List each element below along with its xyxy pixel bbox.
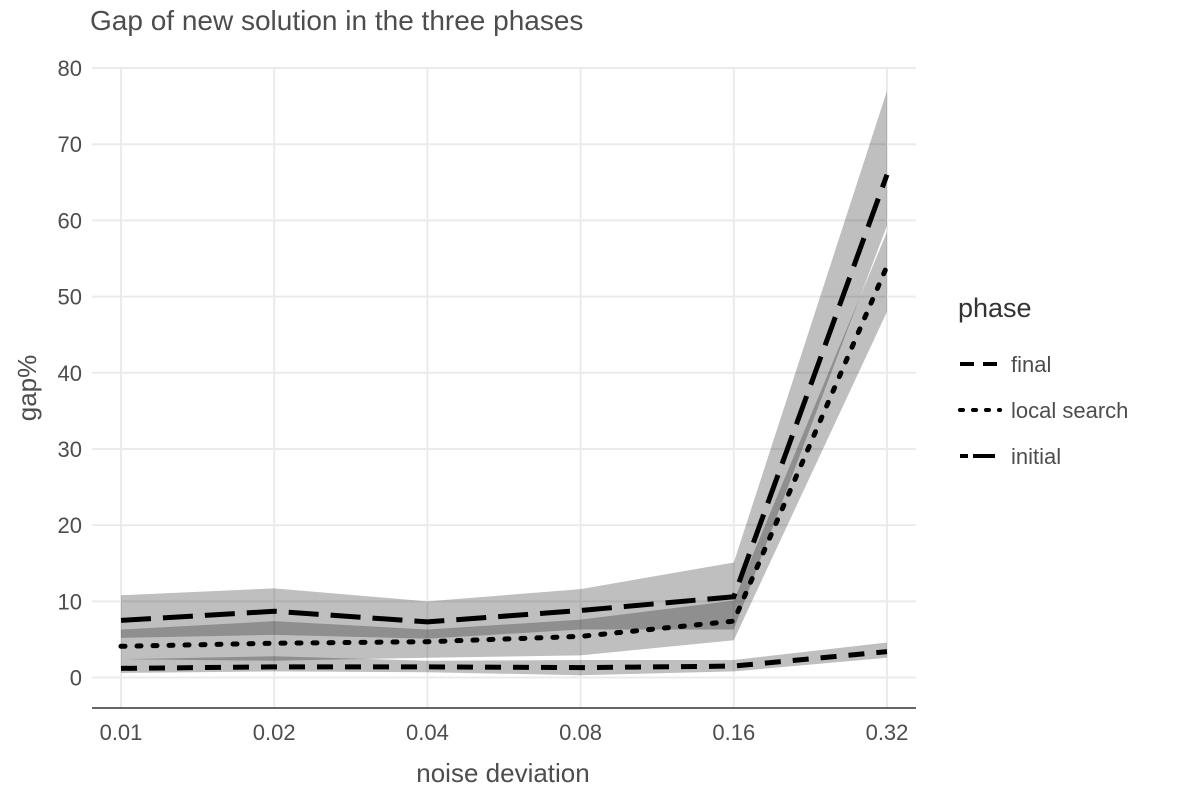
x-tick-label: 0.01 [100, 720, 143, 745]
x-tick-label: 0.02 [253, 720, 296, 745]
x-axis-title: noise deviation [416, 758, 589, 788]
y-tick-label: 80 [58, 56, 82, 81]
legend-label: local search [1011, 398, 1128, 423]
y-tick-label: 0 [70, 666, 82, 691]
series-lines [118, 173, 890, 671]
line-local-search [118, 263, 890, 649]
line-initial [120, 173, 890, 625]
legend-title: phase [958, 293, 1032, 323]
confidence-bands [121, 90, 887, 676]
y-tick-label: 50 [58, 285, 82, 310]
legend: phase final local search initial [958, 293, 1128, 469]
y-tick-label: 30 [58, 437, 82, 462]
x-tick-label: 0.08 [559, 720, 602, 745]
line-final [120, 649, 888, 671]
axes: 0.01 0.02 0.04 0.08 0.16 0.32 0 10 20 30 40 50 60 70 8… [58, 56, 916, 745]
y-tick-label: 40 [58, 361, 82, 386]
legend-label: final [1011, 352, 1051, 377]
x-tick-label: 0.16 [712, 720, 755, 745]
legend-label: initial [1011, 444, 1061, 469]
x-tick-label: 0.32 [866, 720, 909, 745]
y-tick-label: 70 [58, 132, 82, 157]
y-tick-label: 20 [58, 513, 82, 538]
x-tick-label: 0.04 [406, 720, 449, 745]
chart-title: Gap of new solution in the three phases [90, 5, 583, 36]
y-axis-title: gap% [12, 355, 42, 422]
y-tick-label: 10 [58, 589, 82, 614]
y-tick-label: 60 [58, 208, 82, 233]
